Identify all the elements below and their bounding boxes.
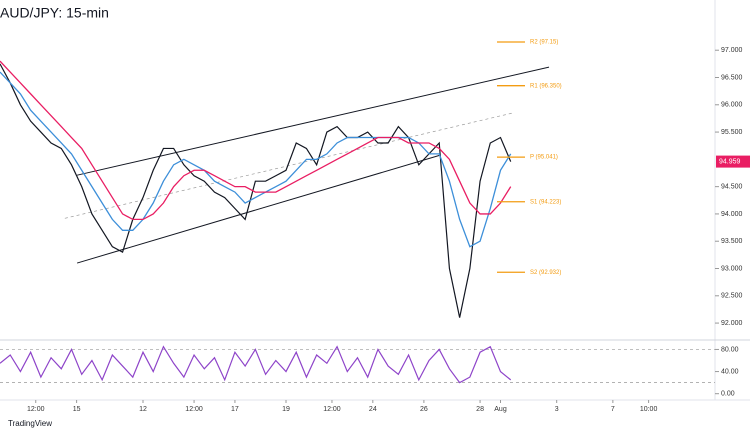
- y-tick-label: 0.00: [721, 391, 735, 398]
- x-tick-label: 3: [555, 406, 559, 413]
- y-tick-label: 94.500: [721, 183, 743, 190]
- pivot-label: R1 (96.350): [530, 83, 562, 89]
- x-tick-label: 26: [420, 406, 428, 413]
- x-tick-label: Aug: [494, 406, 507, 413]
- x-tick-label: 12:00: [323, 406, 341, 413]
- y-tick-label: 94.000: [721, 211, 743, 218]
- y-tick-label: 92.500: [721, 293, 743, 300]
- x-tick-label: 15: [73, 406, 81, 413]
- price-tag: [716, 155, 750, 168]
- y-tick-label: 80.00: [721, 346, 739, 353]
- y-tick-label: 96.500: [721, 74, 743, 81]
- x-tick-label: 19: [282, 406, 290, 413]
- chart-title: AUD/JPY: 15-min: [0, 5, 109, 21]
- series-line: [0, 71, 512, 248]
- y-tick-label: 97.000: [721, 47, 743, 54]
- pivot-label: S1 (94.223): [530, 199, 561, 205]
- y-tick-label: 40.00: [721, 368, 739, 375]
- pivot-label: R2 (97.15): [530, 40, 558, 46]
- y-tick-label: 93.000: [721, 265, 743, 272]
- x-tick-label: 12:00: [185, 406, 203, 413]
- trend-line: [76, 154, 441, 264]
- x-tick-label: 10:00: [640, 406, 658, 413]
- x-tick-label: 17: [231, 406, 239, 413]
- x-tick-label: 28: [476, 406, 484, 413]
- series-line: [0, 345, 512, 384]
- price-tag-label: 94.959: [719, 158, 741, 165]
- pivot-label: P (95.041): [530, 155, 558, 161]
- y-tick-label: 96.000: [721, 102, 743, 109]
- series-line: [0, 63, 512, 318]
- trend-line: [77, 66, 550, 176]
- x-tick-label: 12: [139, 406, 147, 413]
- x-tick-label: 7: [611, 406, 615, 413]
- y-tick-label: 92.000: [721, 320, 743, 327]
- series-line: [0, 60, 512, 221]
- x-tick-label: 24: [369, 406, 377, 413]
- y-tick-label: 95.500: [721, 129, 743, 136]
- logo: TradingView: [8, 419, 52, 428]
- pivot-label: S2 (92.932): [530, 270, 561, 276]
- trend-line: [64, 112, 513, 219]
- x-tick-label: 12:00: [27, 406, 45, 413]
- y-tick-label: 93.500: [721, 238, 743, 245]
